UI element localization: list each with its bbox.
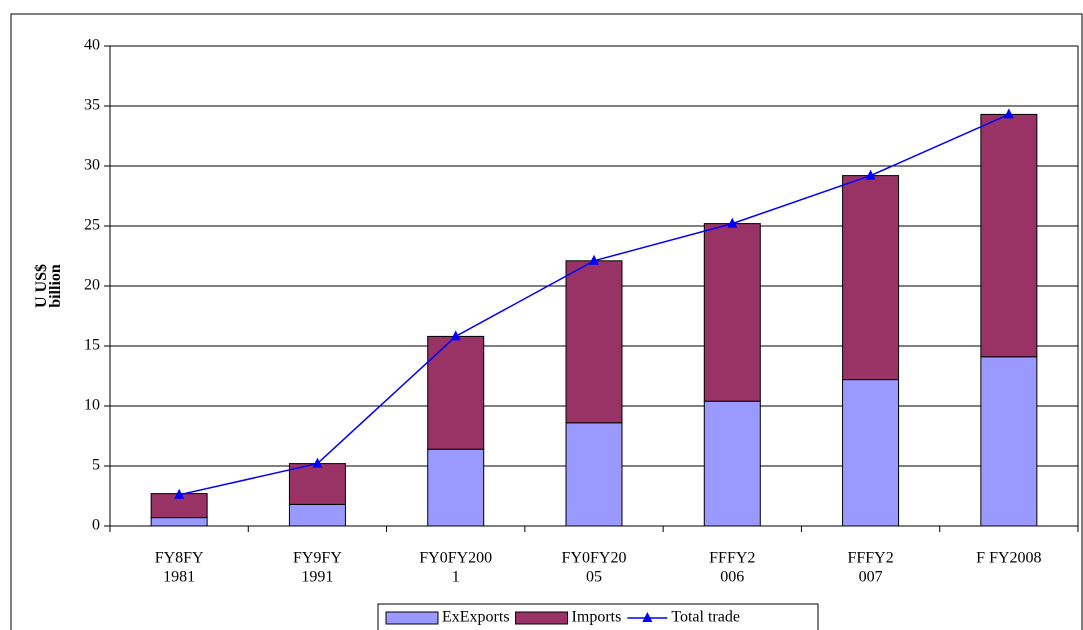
- bar: [565, 422, 623, 527]
- x-tick-label: FY0FY20: [562, 550, 627, 567]
- y-tick-label: 35: [84, 97, 100, 114]
- bar: [427, 448, 485, 527]
- bar: [980, 113, 1038, 358]
- legend-swatch: [385, 611, 439, 625]
- line-marker: [450, 330, 461, 341]
- y-axis-label-line: U US$: [33, 264, 50, 308]
- x-tick-label: 1: [452, 569, 460, 586]
- legend-swatch: [515, 611, 569, 625]
- x-tick-label: FY8FY: [155, 550, 204, 567]
- legend-label: Total trade: [671, 609, 740, 626]
- bar: [842, 379, 900, 527]
- bar: [703, 400, 761, 527]
- y-tick-label: 40: [84, 37, 100, 54]
- x-tick-label: 05: [586, 569, 602, 586]
- line-marker: [174, 488, 185, 499]
- x-tick-label: 1991: [301, 569, 333, 586]
- x-tick-label: 1981: [163, 569, 195, 586]
- bar: [288, 503, 346, 527]
- y-axis-label-line: billion: [47, 264, 64, 308]
- bar: [842, 175, 900, 381]
- y-tick-label: 30: [84, 157, 100, 174]
- bar: [980, 356, 1038, 527]
- x-tick-label: FFFY2: [709, 550, 755, 567]
- bar: [565, 260, 623, 424]
- line-marker: [727, 217, 738, 228]
- legend-box: [377, 603, 819, 630]
- y-tick-label: 25: [84, 217, 100, 234]
- y-tick-label: 20: [84, 277, 100, 294]
- legend-label: ExExports: [442, 609, 510, 626]
- line-marker: [1003, 108, 1014, 119]
- x-tick-label: 007: [859, 569, 883, 586]
- bar: [703, 223, 761, 402]
- chart-frame: [10, 13, 1083, 630]
- line-marker: [589, 254, 599, 265]
- x-tick-label: F FY2008: [976, 550, 1041, 567]
- y-tick-label: 0: [92, 517, 100, 534]
- bar: [288, 463, 346, 505]
- y-tick-label: 15: [84, 337, 100, 354]
- y-tick-label: 5: [92, 457, 100, 474]
- y-tick-label: 10: [84, 397, 100, 414]
- x-tick-label: FY0FY200: [419, 550, 492, 567]
- y-axis-label: U US$billion: [33, 264, 64, 308]
- line-marker: [865, 169, 876, 180]
- legend-marker: [642, 612, 653, 622]
- x-tick-label: FFFY2: [847, 550, 893, 567]
- line-marker: [312, 457, 323, 468]
- legend-label: Imports: [572, 609, 622, 626]
- bar: [427, 335, 485, 450]
- x-tick-label: 006: [720, 569, 744, 586]
- bar: [150, 517, 208, 527]
- x-tick-label: FY9FY: [293, 550, 342, 567]
